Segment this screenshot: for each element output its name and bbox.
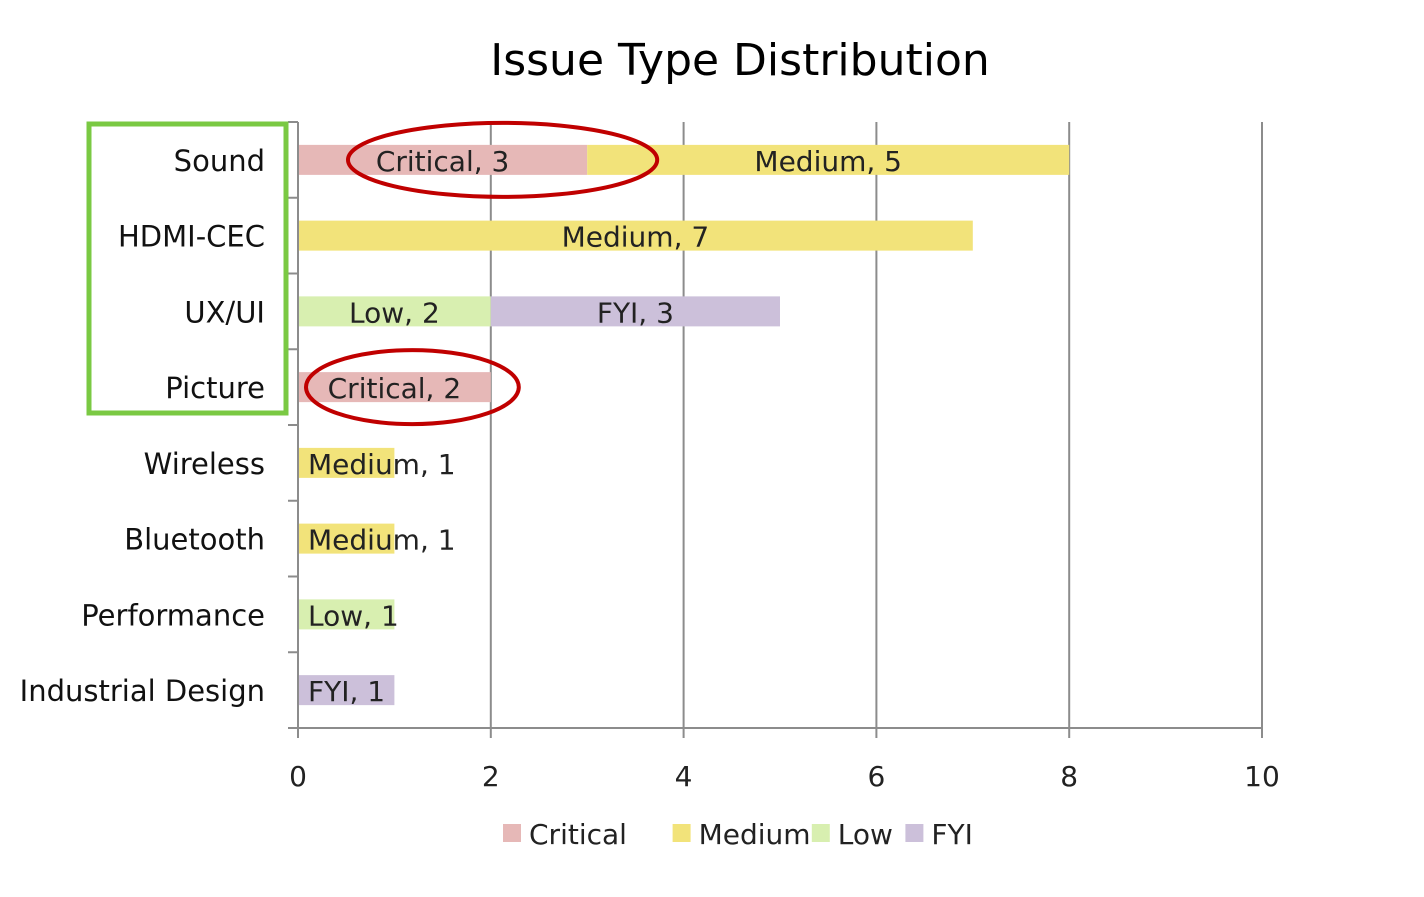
data-label: Critical, 3	[376, 145, 510, 178]
bar-low-performance	[298, 599, 395, 630]
data-label: Medium, 5	[754, 145, 902, 178]
data-label: FYI, 3	[597, 296, 674, 329]
axes: 0 2 4 6 8 10 Sound HDMI-CEC UX/UI Picture Wireless…	[20, 121, 1280, 793]
x-tick-label: 2	[482, 760, 500, 793]
bar-fyi-industrial-design	[298, 675, 395, 706]
highlight-ellipse	[346, 120, 660, 199]
bar-medium-sound	[587, 144, 1070, 175]
highlight-box	[86, 121, 289, 416]
legend-swatch-medium	[672, 824, 691, 842]
x-tick-label: 10	[1244, 760, 1280, 793]
legend-swatch-fyi	[905, 824, 924, 842]
data-label: FYI, 1	[308, 675, 385, 708]
bar-low-ux-ui	[298, 296, 491, 327]
bar-medium-bluetooth	[298, 523, 395, 554]
legend-label-medium: Medium	[699, 818, 811, 851]
legend-swatch-critical	[503, 824, 521, 842]
category-label: Bluetooth	[124, 523, 265, 557]
x-tick-label: 8	[1060, 760, 1078, 793]
legend-label-low: Low	[838, 818, 893, 851]
category-label: Industrial Design	[20, 674, 265, 708]
data-labels: Critical, 3 Medium, 5 Medium, 7 Low, 2 FYI, …	[308, 145, 902, 708]
category-label: UX/UI	[184, 295, 265, 329]
data-label: Medium, 1	[308, 448, 456, 481]
legend-label-critical: Critical	[529, 818, 627, 851]
data-label: Medium, 1	[308, 524, 456, 557]
bar-medium-hdmi-cec	[298, 220, 973, 251]
legend-label-fyi: FYI	[931, 818, 972, 851]
category-label: Sound	[174, 144, 265, 178]
bar-fyi-ux-ui	[490, 296, 780, 327]
x-tick-label: 4	[675, 760, 693, 793]
x-tick-label: 0	[289, 760, 307, 793]
category-label: Performance	[81, 598, 265, 632]
grid-lines	[489, 122, 1263, 728]
legend: Critical Medium Low FYI	[503, 818, 973, 851]
x-tick-label: 6	[867, 760, 885, 793]
legend-swatch-low	[811, 824, 830, 842]
chart-title: Issue Type Distribution	[490, 35, 990, 86]
data-label: Medium, 7	[562, 221, 710, 254]
highlight-ellipse	[304, 348, 521, 427]
category-label: HDMI-CEC	[118, 220, 265, 254]
data-label: Critical, 2	[328, 372, 462, 405]
bar-critical-picture	[298, 372, 491, 403]
data-label: Low, 2	[349, 296, 440, 329]
data-label: Low, 1	[308, 599, 399, 632]
category-label: Wireless	[144, 447, 265, 481]
bars	[298, 144, 1070, 706]
annotations	[86, 120, 660, 427]
bar-medium-wireless	[298, 447, 395, 478]
category-label: Picture	[165, 371, 265, 405]
